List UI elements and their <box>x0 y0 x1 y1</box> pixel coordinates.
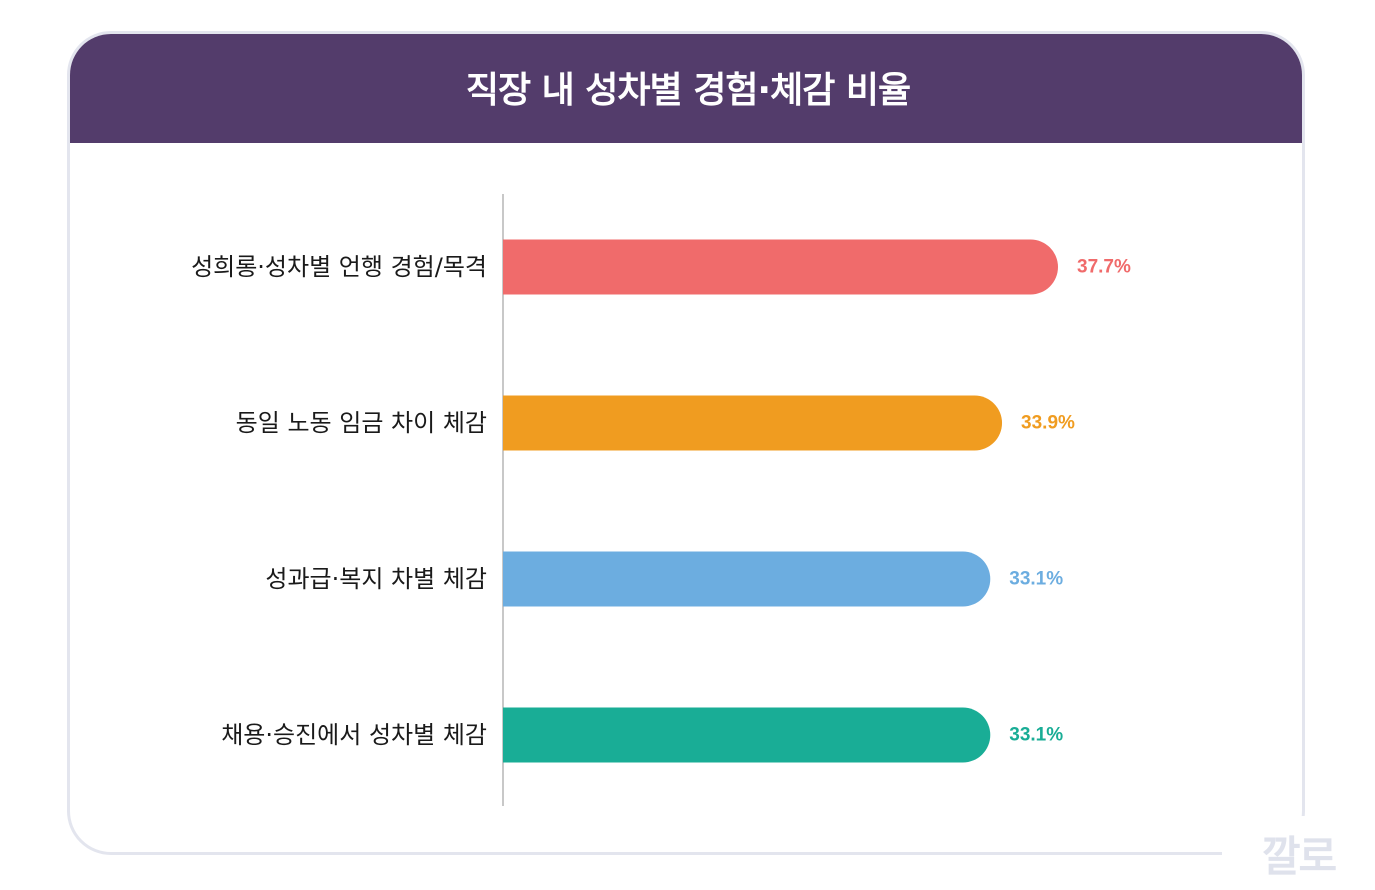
chart-header: 직장 내 성차별 경험·체감 비율 <box>70 34 1302 143</box>
value-label-3: 33.1% <box>1009 569 1063 590</box>
bar-4 <box>503 707 991 763</box>
category-label-2: 동일 노동 임금 차이 체감 <box>236 409 487 437</box>
value-label-2: 33.9% <box>1021 413 1075 434</box>
bar-3 <box>503 551 991 607</box>
watermark-text: 깔로 <box>1261 831 1337 881</box>
bars-group: 성희롱·성차별 언행 경험/목격 37.7% 동일 노동 임금 차이 체감 33.9%… <box>191 239 1131 763</box>
chart-title: 직장 내 성차별 경험·체감 비율 <box>465 70 911 111</box>
bar-2 <box>503 395 1003 451</box>
category-label-1: 성희롱·성차별 언행 경험/목격 <box>191 253 487 281</box>
category-label-3: 성과급·복지 차별 체감 <box>265 565 487 593</box>
category-label-4: 채용·승진에서 성차별 체감 <box>221 721 487 749</box>
watermark-logo: 깔로 <box>1222 816 1375 890</box>
value-label-4: 33.1% <box>1009 725 1063 746</box>
value-label-1: 37.7% <box>1077 257 1131 278</box>
bar-1 <box>503 239 1058 295</box>
